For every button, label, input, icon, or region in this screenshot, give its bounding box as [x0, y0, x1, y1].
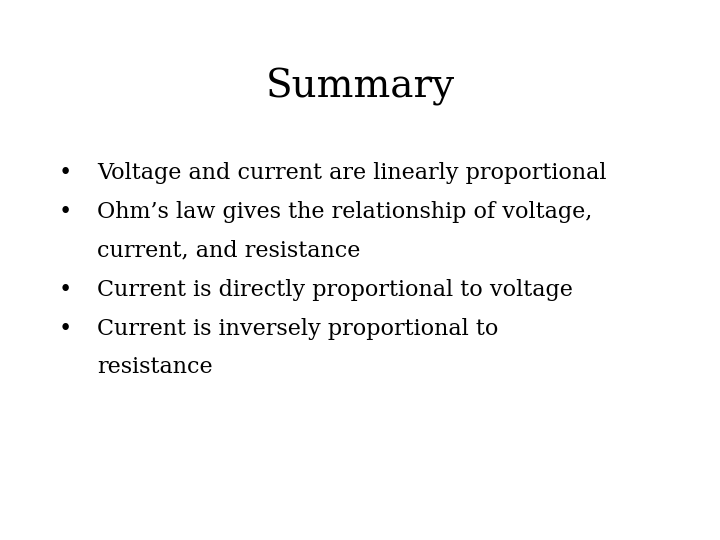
Text: Current is inversely proportional to: Current is inversely proportional to — [97, 318, 498, 340]
Text: •: • — [58, 279, 71, 301]
Text: Ohm’s law gives the relationship of voltage,: Ohm’s law gives the relationship of volt… — [97, 201, 593, 223]
Text: •: • — [58, 318, 71, 340]
Text: •: • — [58, 201, 71, 223]
Text: Summary: Summary — [266, 68, 454, 105]
Text: Current is directly proportional to voltage: Current is directly proportional to volt… — [97, 279, 573, 301]
Text: current, and resistance: current, and resistance — [97, 240, 361, 262]
Text: Voltage and current are linearly proportional: Voltage and current are linearly proport… — [97, 162, 607, 184]
Text: resistance: resistance — [97, 356, 213, 379]
Text: •: • — [58, 162, 71, 184]
